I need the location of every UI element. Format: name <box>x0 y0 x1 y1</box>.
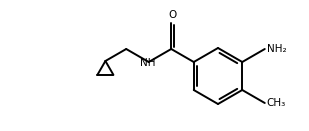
Text: O: O <box>168 10 176 20</box>
Text: NH: NH <box>140 58 155 68</box>
Text: CH₃: CH₃ <box>267 98 286 108</box>
Text: NH₂: NH₂ <box>267 44 286 54</box>
